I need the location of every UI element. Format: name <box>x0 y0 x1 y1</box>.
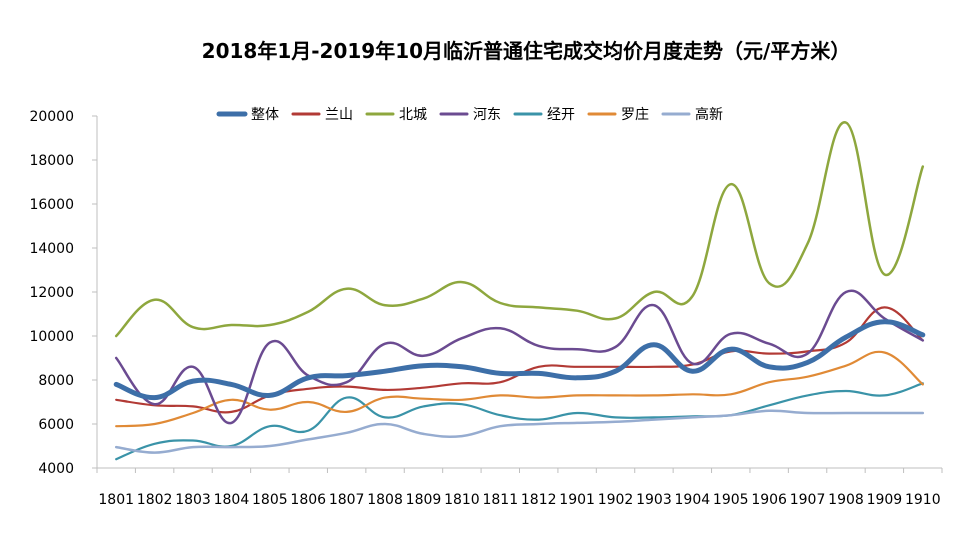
x-tick-label: 1807 <box>329 492 365 508</box>
y-tick-label: 6000 <box>38 417 74 433</box>
legend: 整体 兰山 北城 河东 经开 罗庄 高新 <box>216 106 723 123</box>
y-tick-label: 20000 <box>29 109 74 125</box>
x-tick-label: 1908 <box>828 492 864 508</box>
x-tick-label: 1904 <box>675 492 711 508</box>
y-tick-label: 18000 <box>29 153 74 169</box>
series-line-河东 <box>114 289 925 425</box>
x-tick-label: 1805 <box>252 492 288 508</box>
x-tick-label: 1804 <box>214 492 250 508</box>
y-tick-label: 8000 <box>38 373 74 389</box>
legend-label: 整体 <box>251 107 279 123</box>
x-tick-label: 1902 <box>598 492 634 508</box>
x-tick-label: 1903 <box>636 492 672 508</box>
x-tick-label: 1809 <box>406 492 442 508</box>
legend-label: 高新 <box>695 106 723 123</box>
y-tick-label: 12000 <box>29 285 74 301</box>
x-tick-label: 1901 <box>559 492 595 508</box>
series-line-整体 <box>113 319 926 401</box>
x-tick-label: 1802 <box>137 492 173 508</box>
x-tick-label: 1801 <box>98 492 134 508</box>
y-tick-label: 16000 <box>29 197 74 213</box>
series-line-罗庄 <box>115 350 924 428</box>
x-tick-label: 1806 <box>290 492 326 508</box>
x-tick-label: 1811 <box>482 492 518 508</box>
series-line-高新 <box>114 409 925 454</box>
y-tick-label: 4000 <box>38 461 74 477</box>
legend-label: 北城 <box>399 107 427 123</box>
legend-label: 兰山 <box>325 107 353 123</box>
chart-title: 2018年1月-2019年10月临沂普通住宅成交均价月度走势（元/平方米） <box>202 39 851 63</box>
x-tick-label: 1810 <box>444 492 480 508</box>
x-tick-label: 1910 <box>905 492 941 508</box>
y-axis: 4000 6000 8000 10000 12000 14000 16000 18000 200… <box>29 109 98 477</box>
x-axis: 1801 1802 1803 1804 1805 1806 1807 1808 1809 1810… <box>96 467 943 508</box>
x-tick-label: 1909 <box>867 492 903 508</box>
x-tick-label: 1812 <box>521 492 557 508</box>
legend-label: 罗庄 <box>621 106 649 123</box>
legend-label: 经开 <box>547 107 575 123</box>
series-line-经开 <box>115 382 924 461</box>
legend-label: 河东 <box>473 107 501 123</box>
y-tick-label: 10000 <box>29 329 74 345</box>
x-tick-label: 1907 <box>790 492 826 508</box>
series-layer <box>113 121 926 461</box>
series-line-北城 <box>114 121 925 338</box>
y-tick-label: 14000 <box>29 241 74 257</box>
x-tick-label: 1906 <box>751 492 787 508</box>
x-tick-label: 1808 <box>367 492 403 508</box>
x-tick-label: 1905 <box>713 492 749 508</box>
x-tick-label: 1803 <box>175 492 211 508</box>
